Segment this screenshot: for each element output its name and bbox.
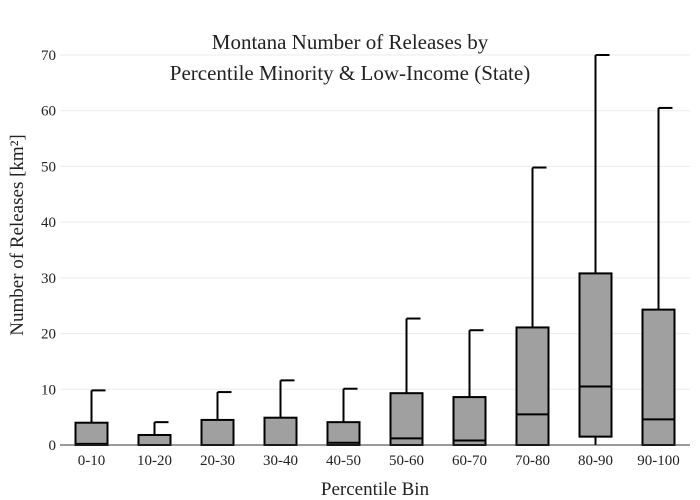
- chart-title-line-1: Montana Number of Releases by: [212, 30, 489, 54]
- box-0-10: [74, 389, 109, 447]
- box-40-50: [326, 387, 361, 446]
- box-iqr: [263, 416, 298, 447]
- box-80-90: [578, 54, 613, 445]
- box-20-30: [200, 391, 235, 446]
- y-tick-label: 30: [41, 271, 56, 287]
- box-30-40: [263, 379, 298, 447]
- box-90-100: [641, 106, 676, 446]
- box-60-70: [452, 329, 487, 447]
- box-iqr: [641, 308, 676, 446]
- y-tick-label: 50: [41, 159, 56, 175]
- x-tick-label: 50-60: [389, 453, 424, 469]
- x-tick-label: 80-90: [578, 453, 613, 469]
- x-tick-label: 20-30: [200, 453, 235, 469]
- x-tick-label: 90-100: [637, 453, 680, 469]
- x-tick-label: 70-80: [515, 453, 550, 469]
- y-tick-label: 70: [41, 48, 56, 64]
- box-iqr: [137, 433, 172, 447]
- y-tick-label: 20: [41, 327, 56, 343]
- y-tick-label: 0: [49, 438, 57, 454]
- y-tick-label: 60: [41, 104, 56, 120]
- box-iqr: [74, 421, 109, 447]
- box-iqr: [389, 392, 424, 446]
- box-iqr: [452, 396, 487, 447]
- x-tick-label: 10-20: [137, 453, 172, 469]
- x-axis-label: Percentile Bin: [321, 479, 430, 500]
- box-iqr: [200, 418, 235, 446]
- y-tick-label: 40: [41, 215, 56, 231]
- x-tick-label: 60-70: [452, 453, 487, 469]
- x-axis-ticks: 0-10 10-20 20-30 30-40 40-50 50-60 60-70 70-80 8…: [78, 453, 680, 469]
- box-70-80: [515, 166, 550, 447]
- box-iqr: [326, 421, 361, 446]
- chart-title-line-2: Percentile Minority & Low-Income (State): [170, 61, 530, 85]
- x-tick-label: 30-40: [263, 453, 298, 469]
- boxes: [74, 54, 676, 447]
- gridlines: [60, 54, 690, 390]
- x-tick-label: 0-10: [78, 453, 106, 469]
- y-tick-label: 10: [41, 382, 56, 398]
- box-iqr: [578, 272, 613, 438]
- y-axis-label: Number of Releases [km²]: [7, 134, 28, 335]
- box-50-60: [389, 317, 424, 446]
- box-iqr: [515, 326, 550, 447]
- box-10-20: [137, 421, 172, 447]
- y-axis-ticks: 0 10 20 30 40 50 60 70: [41, 48, 56, 454]
- x-tick-label: 40-50: [326, 453, 361, 469]
